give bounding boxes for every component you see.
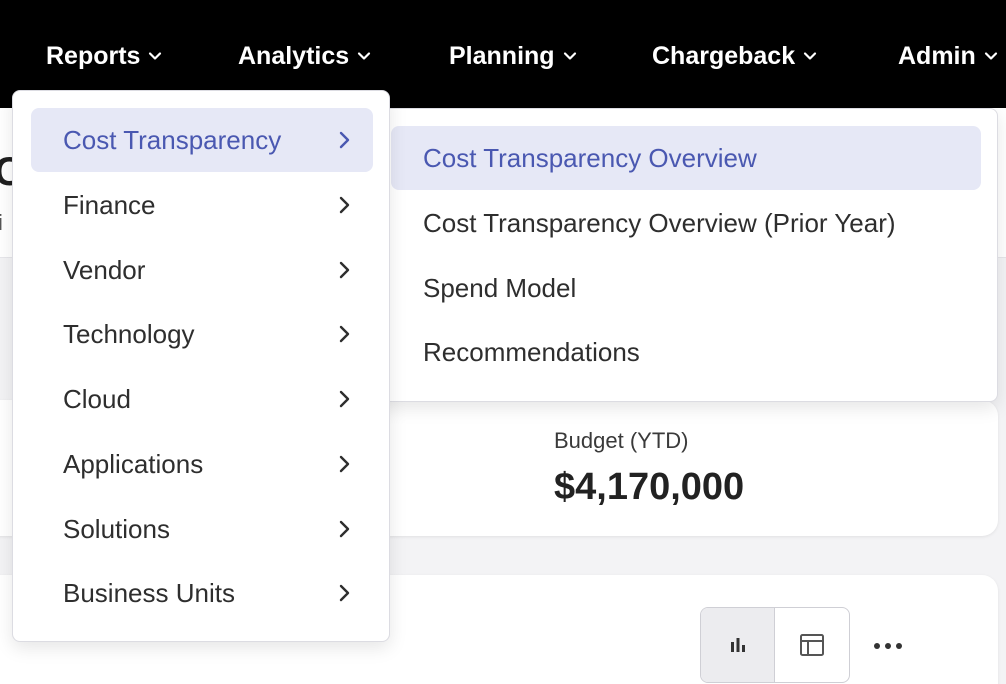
nav-admin-label: Admin (898, 41, 976, 70)
chevron-right-icon (339, 131, 350, 149)
chevron-right-icon (339, 520, 350, 538)
chart-view-button[interactable] (701, 608, 775, 682)
view-toggle (700, 607, 850, 683)
nav-reports[interactable]: Reports (46, 40, 162, 72)
submenu-item-spend-model[interactable]: Spend Model (391, 256, 981, 320)
nav-chargeback-label: Chargeback (652, 41, 796, 70)
nav-admin[interactable]: Admin (898, 40, 998, 72)
nav-analytics[interactable]: Analytics (238, 40, 371, 72)
menu-item-label: Finance (63, 189, 156, 220)
menu-item-label: Cost Transparency (63, 124, 282, 155)
submenu-item-label: Cost Transparency Overview (423, 142, 757, 173)
chevron-down-icon (984, 52, 997, 60)
submenu-item-cost-transparency-overview[interactable]: Cost Transparency Overview (391, 126, 981, 190)
nav-planning-label: Planning (449, 41, 555, 70)
menu-item-technology[interactable]: Technology (31, 302, 373, 366)
menu-item-label: Cloud (63, 383, 131, 414)
submenu-item-cost-transparency-overview-prior-year[interactable]: Cost Transparency Overview (Prior Year) (391, 191, 981, 255)
chevron-down-icon (563, 52, 576, 60)
nav-reports-label: Reports (46, 41, 141, 70)
nav-analytics-label: Analytics (238, 41, 350, 70)
submenu-item-label: Spend Model (423, 272, 577, 303)
submenu-item-label: Recommendations (423, 336, 640, 367)
menu-item-vendor[interactable]: Vendor (31, 238, 373, 302)
nav-chargeback[interactable]: Chargeback (652, 40, 817, 72)
menu-item-cloud[interactable]: Cloud (31, 367, 373, 431)
menu-item-finance[interactable]: Finance (31, 173, 373, 237)
reports-menu: Cost Transparency Finance Vendor Technol… (12, 90, 390, 642)
menu-item-applications[interactable]: Applications (31, 432, 373, 496)
table-view-button[interactable] (775, 608, 849, 682)
chevron-right-icon (339, 325, 350, 343)
submenu-item-label: Cost Transparency Overview (Prior Year) (423, 207, 896, 238)
cost-transparency-submenu: Cost Transparency Overview Cost Transpar… (374, 108, 998, 402)
nav-planning[interactable]: Planning (449, 40, 577, 72)
more-options-button[interactable] (870, 628, 906, 664)
chevron-down-icon (804, 52, 817, 60)
menu-item-label: Applications (63, 448, 204, 479)
bar-chart-icon (730, 638, 745, 652)
menu-item-business-units[interactable]: Business Units (31, 561, 373, 625)
submenu-item-recommendations[interactable]: Recommendations (391, 320, 981, 384)
menu-item-label: Vendor (63, 254, 146, 285)
chevron-down-icon (358, 52, 371, 60)
menu-item-label: Technology (63, 318, 195, 349)
menu-item-label: Solutions (63, 513, 170, 544)
chevron-right-icon (339, 584, 350, 602)
kpi-budget-value: $4,170,000 (554, 466, 745, 508)
menu-item-label: Business Units (63, 577, 235, 608)
chevron-right-icon (339, 455, 350, 473)
table-icon (800, 634, 824, 656)
page-subtitle: i (0, 210, 3, 235)
chevron-right-icon (339, 196, 350, 214)
menu-item-solutions[interactable]: Solutions (31, 497, 373, 561)
chevron-right-icon (339, 261, 350, 279)
menu-item-cost-transparency[interactable]: Cost Transparency (31, 108, 373, 172)
more-horizontal-icon (874, 643, 902, 649)
chevron-down-icon (149, 52, 162, 60)
kpi-budget-label: Budget (YTD) (554, 428, 689, 453)
chevron-right-icon (339, 390, 350, 408)
